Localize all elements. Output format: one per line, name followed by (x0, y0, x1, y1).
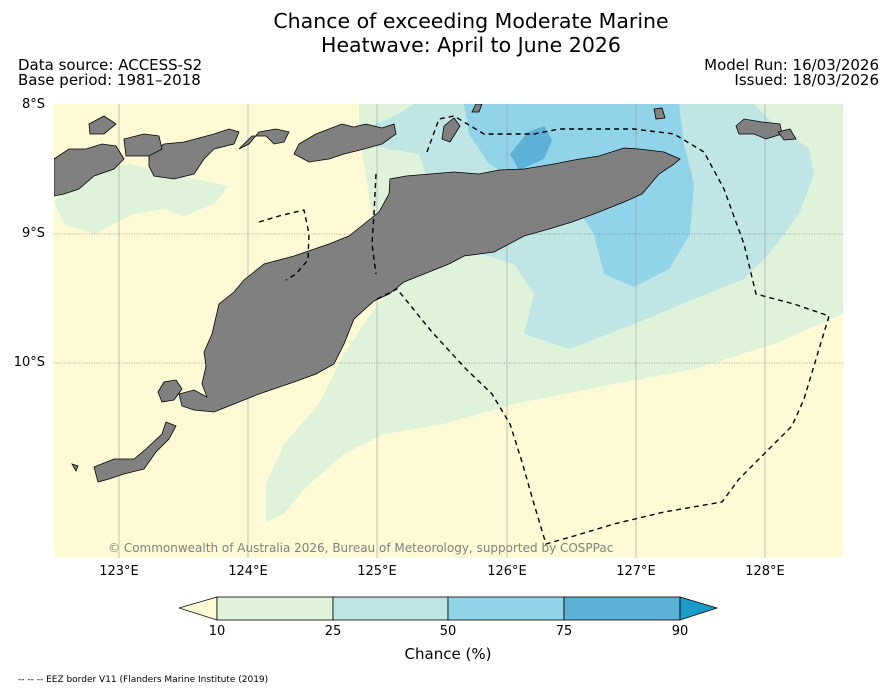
eez-border (258, 115, 830, 545)
title-line-2: Heatwave: April to June 2026 (321, 33, 621, 57)
model-run: Model Run: 16/03/2026 (704, 56, 879, 74)
issued-date: Issued: 18/03/2026 (734, 71, 879, 89)
lon-label-126e: 126°E (487, 564, 527, 579)
lon-label-125e: 125°E (357, 564, 397, 579)
alor-island (293, 123, 397, 163)
base-period: Base period: 1981–2018 (18, 71, 201, 89)
eez-timor-west-line (258, 209, 310, 281)
data-source-block: Data source: ACCESS-S2 Base period: 1981… (18, 58, 202, 88)
colorbar-label: Chance (%) (404, 645, 492, 663)
lomblen-island (148, 128, 240, 180)
chance-band-75-90 (510, 126, 552, 170)
leti-island (777, 128, 797, 141)
semau-island (157, 379, 183, 403)
timor-island (178, 147, 681, 413)
chance-band-10-25-west (54, 164, 229, 234)
lat-label-9s: 9°S (21, 226, 45, 241)
colorbar-tick-10: 10 (208, 624, 226, 639)
chart-title: Chance of exceeding Moderate Marine Heat… (0, 9, 896, 57)
wetar-peak (471, 104, 483, 113)
data-source: Data source: ACCESS-S2 (18, 56, 203, 74)
colorbar-bin-10-25 (216, 596, 334, 621)
pantar-island (238, 128, 290, 150)
colorbar-under-arrow (179, 596, 218, 621)
colorbar-tick-50: 50 (439, 624, 457, 639)
lon-label-124e: 124°E (228, 564, 268, 579)
rote-island (93, 421, 177, 483)
copyright-notice: © Commonwealth of Australia 2026, Bureau… (108, 541, 614, 555)
solor-island (123, 133, 163, 157)
eez-legend-note: -- -- -- EEZ border V11 (Flanders Marine… (18, 675, 269, 685)
lon-label-128e: 128°E (745, 564, 785, 579)
lat-label-8s: 8°S (21, 97, 45, 112)
colorbar-bin-75-90 (563, 596, 681, 621)
colorbar-tick-25: 25 (324, 624, 342, 639)
lon-label-123e: 123°E (99, 564, 139, 579)
ndao-island (71, 463, 79, 472)
colorbar-tick-90: 90 (671, 624, 689, 639)
flores-east (54, 143, 125, 197)
colorbar (179, 596, 719, 621)
colorbar-over-arrow (679, 596, 719, 621)
colorbar-bin-50-75 (447, 596, 565, 621)
lon-label-127e: 127°E (616, 564, 656, 579)
eez-oecusse-line (371, 173, 377, 275)
model-run-block: Model Run: 16/03/2026 Issued: 18/03/2026 (704, 58, 879, 88)
colorbar-tick-75: 75 (555, 624, 573, 639)
atauro-island (441, 117, 461, 143)
wetar-east-islet (653, 107, 666, 120)
map-panel (54, 104, 843, 558)
graticule (54, 233, 843, 364)
lat-label-10s: 10°S (13, 355, 45, 370)
title-line-1: Chance of exceeding Moderate Marine (273, 9, 669, 33)
adonara-island (88, 115, 117, 135)
colorbar-bin-25-50 (332, 596, 449, 621)
eez-southern-line (376, 288, 830, 545)
land (54, 104, 797, 483)
eez-northern-line (426, 115, 830, 317)
